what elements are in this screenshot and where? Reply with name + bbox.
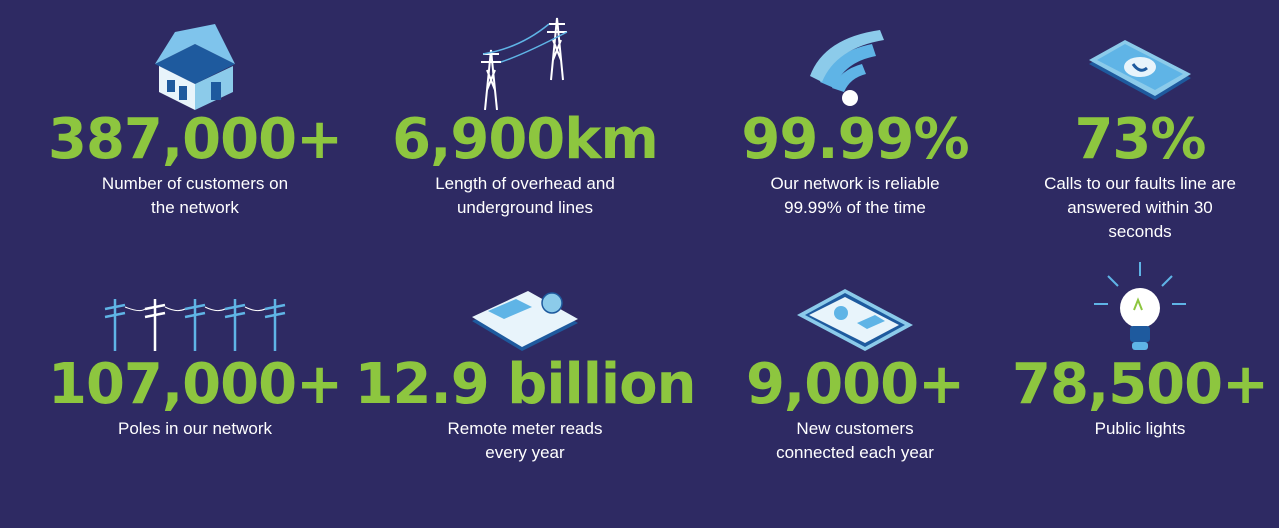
stat-label: Calls to our faults line are answered wi…	[1044, 174, 1236, 241]
stat-label: Public lights	[1094, 419, 1186, 438]
stat-value: 6,900km	[392, 107, 659, 172]
stat-poles: 107,000+ Poles in our network	[45, 255, 345, 441]
stat-value: 12.9 billion	[354, 352, 697, 417]
stat-value: 78,500+	[1011, 352, 1269, 417]
stat-label: Length of overhead and underground lines	[435, 174, 615, 217]
stat-label: Poles in our network	[117, 419, 273, 438]
house-icon	[45, 10, 345, 110]
poles-icon	[45, 255, 345, 355]
stat-label: Remote meter reads every year	[447, 419, 603, 462]
stat-label: Number of customers on the network	[101, 174, 289, 217]
stat-value: 73%	[1074, 107, 1206, 172]
stat-calls: 73% Calls to our faults line are answere…	[990, 10, 1279, 244]
stat-new-customers: 9,000+ New customers connected each year	[705, 255, 1005, 465]
phone-icon	[990, 10, 1279, 110]
pylon-icon	[375, 10, 675, 110]
stat-customers: 387,000+ Number of customers on the netw…	[45, 10, 345, 220]
stat-reliability: 99.99% Our network is reliable 99.99% of…	[705, 10, 1005, 220]
meter-icon	[375, 255, 675, 355]
stat-public-lights: 78,500+ Public lights	[990, 255, 1279, 441]
wifi-icon	[705, 10, 1005, 110]
tablet-icon	[705, 255, 1005, 355]
stat-value: 387,000+	[48, 107, 343, 172]
stat-label: New customers connected each year	[776, 419, 934, 462]
lightbulb-icon	[990, 255, 1279, 355]
stat-value: 99.99%	[741, 107, 969, 172]
stat-label: Our network is reliable 99.99% of the ti…	[770, 174, 940, 217]
stat-line-length: 6,900km Length of overhead and undergrou…	[375, 10, 675, 220]
stat-value: 9,000+	[745, 352, 965, 417]
stat-meter-reads: 12.9 billion Remote meter reads every ye…	[355, 255, 696, 465]
stat-value: 107,000+	[48, 352, 343, 417]
